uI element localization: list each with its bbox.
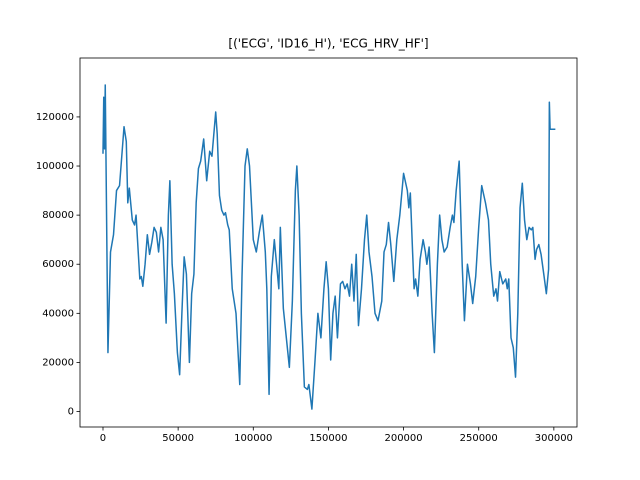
plot-frame bbox=[79, 57, 578, 428]
y-tick-label: 0 bbox=[68, 407, 74, 418]
y-tick-label: 40000 bbox=[42, 308, 74, 319]
y-tick-label: 100000 bbox=[36, 161, 74, 172]
x-tick-label: 150000 bbox=[309, 433, 347, 444]
x-tick-label: 250000 bbox=[460, 433, 498, 444]
y-tick-label: 80000 bbox=[42, 210, 74, 221]
chart-title: [('ECG', 'ID16_H'), 'ECG_HRV_HF'] bbox=[228, 37, 428, 51]
y-tick-label: 60000 bbox=[42, 259, 74, 270]
x-tick-label: 300000 bbox=[535, 433, 573, 444]
x-tick-label: 100000 bbox=[234, 433, 272, 444]
line-series bbox=[102, 84, 556, 410]
x-tick-label: 0 bbox=[100, 433, 106, 444]
y-tick-label: 120000 bbox=[36, 112, 74, 123]
x-tick-label: 200000 bbox=[384, 433, 422, 444]
y-tick-label: 20000 bbox=[42, 357, 74, 368]
x-tick-label: 50000 bbox=[162, 433, 194, 444]
